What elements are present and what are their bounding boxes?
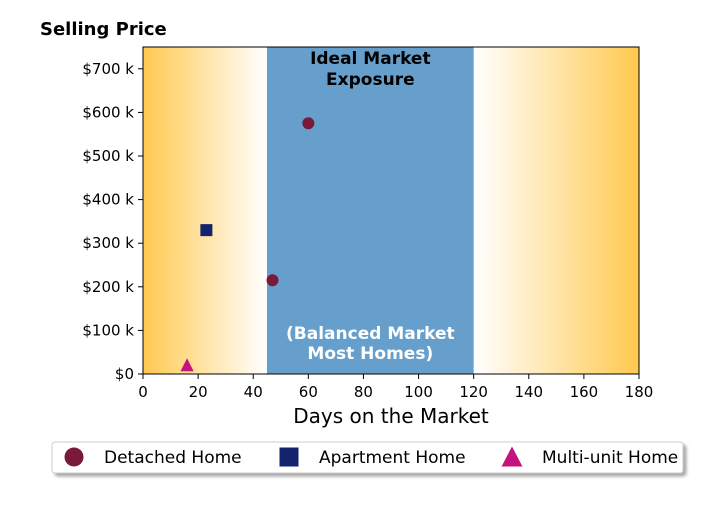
y-tick-label: $600 k [82,103,134,121]
y-tick-label: $200 k [82,278,134,296]
region-label-bottom-line-1: (Balanced Market [286,324,455,344]
ideal-exposure-region [267,47,474,374]
legend-box [51,441,684,474]
y-tick-label: $400 k [82,191,134,209]
data-point-triangle [180,358,194,372]
x-axis: 0 20 40 60 80 100 120 140 160 180 [138,374,653,401]
x-axis-label: Days on the Market [293,404,489,428]
x-tick-label: 160 [570,383,599,401]
data-point-circle [266,274,279,287]
legend-label: Apartment Home [319,448,466,468]
y-tick-label: $500 k [82,147,134,165]
y-tick-label: $0 [115,365,134,383]
legend-marker-circle [64,447,84,467]
x-tick-label: 180 [625,383,654,401]
legend: Detached Home Apartment Home Multi-unit Ho… [51,441,684,474]
legend-label: Detached Home [104,448,242,468]
data-points [180,117,315,372]
x-tick-label: 40 [244,383,263,401]
plot-frame [142,46,640,375]
data-point-square [200,224,213,237]
x-tick-label: 140 [514,383,543,401]
y-axis: $0 $100 k $200 k $300 k $400 k $500 k $600 k $7… [82,60,143,383]
region-label-bottom-line-2: Most Homes) [307,344,433,364]
x-tick-label: 80 [354,383,373,401]
x-tick-label: 0 [138,383,148,401]
x-tick-label: 120 [459,383,488,401]
region-label-top-line-1: Ideal Market [310,49,431,69]
x-tick-label: 100 [404,383,433,401]
legend-label: Multi-unit Home [542,448,678,468]
legend-marker-square [279,447,299,467]
region-label-top-line-2: Exposure [326,70,415,90]
data-point-circle [302,117,315,130]
y-axis-label: Selling Price [40,19,167,40]
y-tick-label: $300 k [82,234,134,252]
y-tick-label: $100 k [82,321,134,339]
legend-marker-triangle [501,446,523,467]
y-tick-label: $700 k [82,60,134,78]
x-tick-label: 60 [299,383,318,401]
x-tick-label: 20 [189,383,208,401]
